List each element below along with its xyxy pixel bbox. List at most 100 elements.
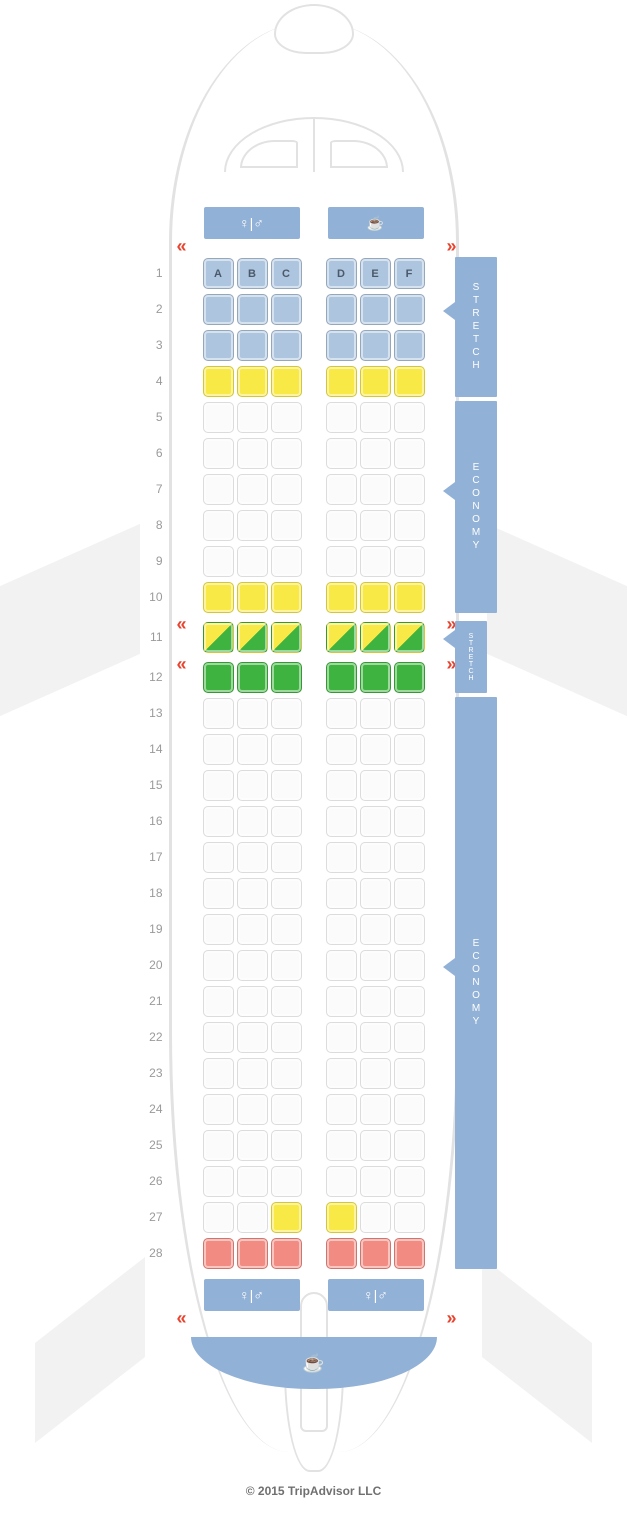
seat-5D[interactable] (326, 402, 357, 433)
seat-14A[interactable] (203, 734, 234, 765)
seat-22E[interactable] (360, 1022, 391, 1053)
seat-5A[interactable] (203, 402, 234, 433)
seat-12C[interactable] (271, 662, 302, 693)
seat-18B[interactable] (237, 878, 268, 909)
seat-12D[interactable] (326, 662, 357, 693)
seat-28E[interactable] (360, 1238, 391, 1269)
seat-7B[interactable] (237, 474, 268, 505)
seat-23E[interactable] (360, 1058, 391, 1089)
seat-19A[interactable] (203, 914, 234, 945)
seat-20E[interactable] (360, 950, 391, 981)
seat-20C[interactable] (271, 950, 302, 981)
seat-4C[interactable] (271, 366, 302, 397)
seat-16A[interactable] (203, 806, 234, 837)
seat-1E[interactable]: E (360, 258, 391, 289)
seat-24B[interactable] (237, 1094, 268, 1125)
seat-19F[interactable] (394, 914, 425, 945)
seat-11D[interactable] (326, 622, 357, 653)
seat-17A[interactable] (203, 842, 234, 873)
seat-15D[interactable] (326, 770, 357, 801)
seat-2A[interactable] (203, 294, 234, 325)
seat-1C[interactable]: C (271, 258, 302, 289)
seat-10E[interactable] (360, 582, 391, 613)
seat-10A[interactable] (203, 582, 234, 613)
seat-2E[interactable] (360, 294, 391, 325)
seat-10D[interactable] (326, 582, 357, 613)
seat-6C[interactable] (271, 438, 302, 469)
seat-27D[interactable] (326, 1202, 357, 1233)
seat-3F[interactable] (394, 330, 425, 361)
seat-11A[interactable] (203, 622, 234, 653)
seat-21D[interactable] (326, 986, 357, 1017)
seat-1B[interactable]: B (237, 258, 268, 289)
seat-27C[interactable] (271, 1202, 302, 1233)
seat-4F[interactable] (394, 366, 425, 397)
seat-17C[interactable] (271, 842, 302, 873)
seat-15F[interactable] (394, 770, 425, 801)
seat-23B[interactable] (237, 1058, 268, 1089)
seat-2C[interactable] (271, 294, 302, 325)
seat-19E[interactable] (360, 914, 391, 945)
seat-16E[interactable] (360, 806, 391, 837)
seat-8B[interactable] (237, 510, 268, 541)
seat-12A[interactable] (203, 662, 234, 693)
seat-3D[interactable] (326, 330, 357, 361)
seat-12B[interactable] (237, 662, 268, 693)
seat-25F[interactable] (394, 1130, 425, 1161)
seat-20F[interactable] (394, 950, 425, 981)
seat-22D[interactable] (326, 1022, 357, 1053)
seat-23A[interactable] (203, 1058, 234, 1089)
seat-7E[interactable] (360, 474, 391, 505)
seat-17B[interactable] (237, 842, 268, 873)
seat-10C[interactable] (271, 582, 302, 613)
seat-9B[interactable] (237, 546, 268, 577)
seat-13D[interactable] (326, 698, 357, 729)
seat-21B[interactable] (237, 986, 268, 1017)
seat-25E[interactable] (360, 1130, 391, 1161)
seat-9C[interactable] (271, 546, 302, 577)
seat-28B[interactable] (237, 1238, 268, 1269)
seat-9F[interactable] (394, 546, 425, 577)
seat-8C[interactable] (271, 510, 302, 541)
seat-26C[interactable] (271, 1166, 302, 1197)
seat-9D[interactable] (326, 546, 357, 577)
seat-22B[interactable] (237, 1022, 268, 1053)
seat-13C[interactable] (271, 698, 302, 729)
seat-24F[interactable] (394, 1094, 425, 1125)
seat-16B[interactable] (237, 806, 268, 837)
seat-18A[interactable] (203, 878, 234, 909)
seat-10F[interactable] (394, 582, 425, 613)
seat-16F[interactable] (394, 806, 425, 837)
seat-10B[interactable] (237, 582, 268, 613)
seat-16D[interactable] (326, 806, 357, 837)
seat-4B[interactable] (237, 366, 268, 397)
seat-9A[interactable] (203, 546, 234, 577)
seat-2D[interactable] (326, 294, 357, 325)
seat-23D[interactable] (326, 1058, 357, 1089)
seat-13B[interactable] (237, 698, 268, 729)
seat-2F[interactable] (394, 294, 425, 325)
seat-21E[interactable] (360, 986, 391, 1017)
seat-23C[interactable] (271, 1058, 302, 1089)
seat-26F[interactable] (394, 1166, 425, 1197)
seat-26E[interactable] (360, 1166, 391, 1197)
seat-8E[interactable] (360, 510, 391, 541)
seat-18F[interactable] (394, 878, 425, 909)
seat-28A[interactable] (203, 1238, 234, 1269)
seat-25B[interactable] (237, 1130, 268, 1161)
seat-5F[interactable] (394, 402, 425, 433)
seat-19B[interactable] (237, 914, 268, 945)
seat-6A[interactable] (203, 438, 234, 469)
seat-28D[interactable] (326, 1238, 357, 1269)
seat-17F[interactable] (394, 842, 425, 873)
seat-11C[interactable] (271, 622, 302, 653)
seat-27B[interactable] (237, 1202, 268, 1233)
seat-8D[interactable] (326, 510, 357, 541)
seat-7F[interactable] (394, 474, 425, 505)
seat-28F[interactable] (394, 1238, 425, 1269)
seat-17E[interactable] (360, 842, 391, 873)
seat-21C[interactable] (271, 986, 302, 1017)
seat-15A[interactable] (203, 770, 234, 801)
seat-19D[interactable] (326, 914, 357, 945)
seat-8F[interactable] (394, 510, 425, 541)
